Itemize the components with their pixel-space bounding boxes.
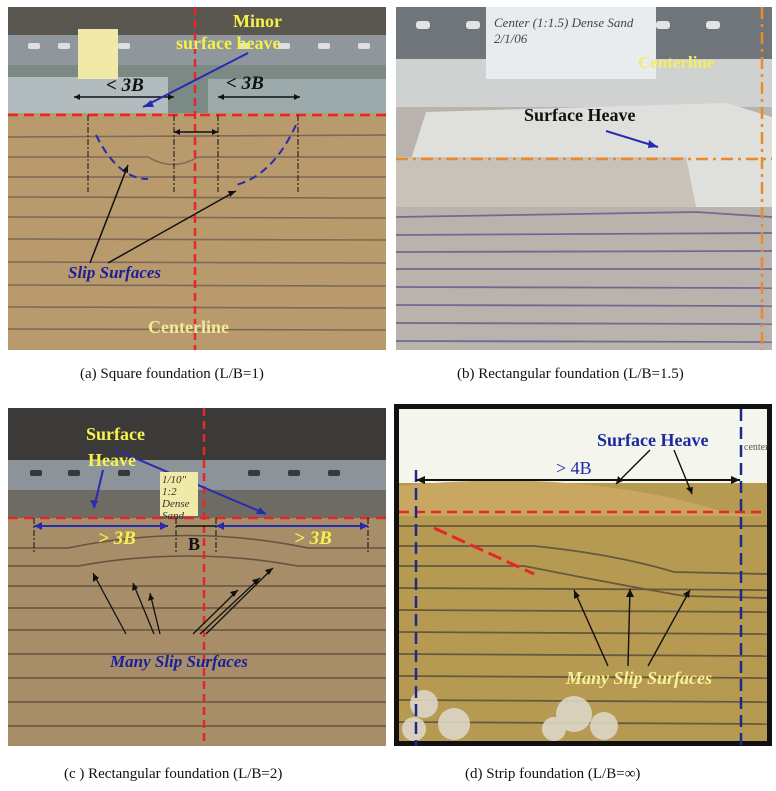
label-3b-left-c: > 3B <box>98 528 136 549</box>
panel-c-photo: Surface Heave 1/10" 1:2 Dense Sand > 3B … <box>8 408 386 746</box>
label-surface-heave-b: Surface Heave <box>524 105 636 125</box>
caption-c: (c ) Rectangular foundation (L/B=2) <box>64 766 283 782</box>
label-center-d: center <box>744 442 769 453</box>
label-3b-left: < 3B <box>106 75 144 96</box>
caption-d: (d) Strip foundation (L/B=∞) <box>465 766 641 782</box>
sign-b: Center (1:1.5) Dense Sand 2/1/06 <box>494 15 634 46</box>
panel-b-scene <box>396 7 772 350</box>
panel-c-scene <box>8 408 386 746</box>
label-centerline: Centerline <box>148 317 229 337</box>
label-b-c: B <box>188 534 201 554</box>
sign-c: 1/10" 1:2 Dense Sand <box>162 474 190 522</box>
label-4b-d: > 4B <box>556 458 592 478</box>
panel-b-photo: Center (1:1.5) Dense Sand 2/1/06 Centerl… <box>396 7 772 350</box>
label-3b-right-c: > 3B <box>294 528 332 549</box>
label-slip-surfaces: Slip Surfaces <box>68 263 162 282</box>
panel-d-photo: Surface Heave center > 4B Many Slip Surf… <box>394 404 772 746</box>
label-heave-c: Heave <box>88 450 136 470</box>
panel-d-scene <box>394 404 772 746</box>
label-many-slip-c: Many Slip Surfaces <box>110 652 248 671</box>
label-surface-heave: surface heave <box>176 33 281 53</box>
caption-b: (b) Rectangular foundation (L/B=1.5) <box>457 366 684 382</box>
label-many-slip-d: Many Slip Surfaces <box>566 668 713 688</box>
label-3b-right: < 3B <box>226 73 264 94</box>
panel-a-scene <box>8 7 386 350</box>
panel-a-photo: Minor surface heave < 3B < 3B Slip Surfa… <box>8 7 386 350</box>
label-surface-heave-d: Surface Heave <box>597 430 709 450</box>
label-centerline-b: Centerline <box>638 53 715 72</box>
label-minor-heave: Minor <box>233 11 282 31</box>
caption-a: (a) Square foundation (L/B=1) <box>80 366 264 382</box>
label-surface-c: Surface <box>86 424 145 444</box>
